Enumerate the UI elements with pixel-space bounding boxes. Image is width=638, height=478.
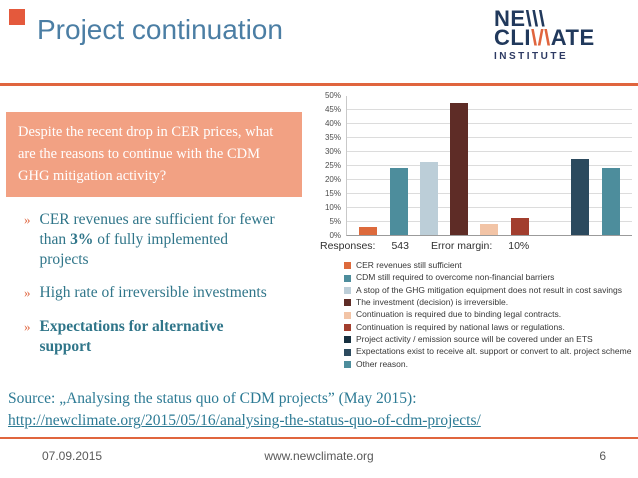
bullet-marker-icon: » xyxy=(24,212,31,227)
logo-line-2: CLI\/\ATE xyxy=(494,25,595,50)
legend-swatch-icon xyxy=(344,286,351,294)
logo-subtitle: INSTITUTE xyxy=(494,51,569,62)
source-text: Source: „Analysing the status quo of CDM… xyxy=(8,390,417,407)
legend-swatch-icon xyxy=(344,311,351,319)
y-tick-label: 35% xyxy=(324,133,341,142)
legend-item-2: CDM still required to overcome non-finan… xyxy=(344,272,632,283)
legend-label: Continuation is required by national law… xyxy=(356,321,565,332)
bullet-text: High rate of irreversible investments xyxy=(39,284,267,302)
chart-legend: CER revenues still sufficient CDM still r… xyxy=(316,260,632,369)
newclimate-logo: NE\\\ CLI\/\ATE INSTITUTE xyxy=(494,6,595,63)
footer-website: www.newclimate.org xyxy=(264,449,374,463)
legend-label: Project activity / emission source will … xyxy=(356,334,593,345)
legend-swatch-icon xyxy=(344,348,351,356)
legend-swatch-icon xyxy=(344,323,351,331)
error-margin-label: Error margin: xyxy=(430,240,493,252)
legend-label: Continuation is required due to binding … xyxy=(356,309,562,320)
legend-swatch-icon xyxy=(344,360,351,368)
bar-4 xyxy=(450,103,469,235)
legend-swatch-icon xyxy=(344,262,351,270)
bullet-item-3: » Expectations for alternative support xyxy=(24,317,294,357)
bar-6 xyxy=(510,218,529,235)
y-tick-label: 50% xyxy=(324,91,341,100)
y-tick-label: 25% xyxy=(324,161,341,170)
y-tick-label: 10% xyxy=(324,203,341,212)
accent-square xyxy=(9,9,25,25)
y-axis-labels: 0% 5% 10% 15% 20% 25% 30% 35% 40% 45% 50% xyxy=(316,92,346,240)
footer-date: 07.09.2015 xyxy=(42,449,103,463)
source-block: Source: „Analysing the status quo of CDM… xyxy=(8,388,632,433)
legend-label: A stop of the GHG mitigation equipment d… xyxy=(356,284,623,295)
legend-swatch-icon xyxy=(344,274,351,282)
plot-area xyxy=(346,96,632,236)
bar-5 xyxy=(480,223,499,235)
chart-stats: Responses: 543 Error margin: 10% xyxy=(316,240,632,252)
bar-1 xyxy=(359,226,378,235)
y-tick-label: 15% xyxy=(324,189,341,198)
bar-chart: 0% 5% 10% 15% 20% 25% 30% 35% 40% 45% 50% Response… xyxy=(316,92,632,372)
y-tick-label: 30% xyxy=(324,147,341,156)
bullet-item-1: » CER revenues are sufficient for fewer t… xyxy=(24,210,294,269)
logo-line-1: NE\\\ xyxy=(494,6,546,31)
legend-item-1: CER revenues still sufficient xyxy=(344,260,632,270)
legend-label: The investment (decision) is irreversibl… xyxy=(356,297,509,308)
top-divider xyxy=(0,83,638,86)
question-box: Despite the recent drop in CER prices, w… xyxy=(6,112,302,198)
bottom-divider xyxy=(0,437,638,439)
y-tick-label: 40% xyxy=(324,119,341,128)
bar-3 xyxy=(419,162,438,235)
bullet-marker-icon: » xyxy=(24,319,31,335)
page-title: Project continuation xyxy=(37,14,283,45)
bar-9 xyxy=(601,167,620,235)
bar-2 xyxy=(389,167,408,235)
bullet-text: Expectations for alternative support xyxy=(39,318,224,356)
page-number: 6 xyxy=(599,449,606,463)
bar-8 xyxy=(571,159,590,235)
legend-label: CDM still required to overcome non-finan… xyxy=(356,272,555,283)
responses-label: Responses: xyxy=(320,240,376,252)
error-margin-value: 10% xyxy=(508,240,530,252)
legend-item-5: Continuation is required due to binding … xyxy=(344,310,632,319)
bars-container xyxy=(347,96,632,235)
bullet-item-2: » High rate of irreversible investments xyxy=(24,283,294,303)
y-tick-label: 45% xyxy=(324,105,341,114)
legend-label: CER revenues still sufficient xyxy=(356,260,462,270)
bullet-list: » CER revenues are sufficient for fewer t… xyxy=(24,210,294,371)
legend-label: Other reason. xyxy=(356,358,408,369)
y-tick-label: 20% xyxy=(324,175,341,184)
y-tick-label: 5% xyxy=(329,217,341,226)
legend-item-7: Project activity / emission source will … xyxy=(344,334,632,345)
legend-item-6: Continuation is required by national law… xyxy=(344,321,632,332)
responses-value: 543 xyxy=(391,240,409,252)
legend-label: Expectations exist to receive alt. suppo… xyxy=(356,346,632,357)
legend-swatch-icon xyxy=(344,299,351,307)
y-tick-label: 0% xyxy=(329,231,341,240)
legend-item-8: Expectations exist to receive alt. suppo… xyxy=(344,347,632,356)
legend-item-3: A stop of the GHG mitigation equipment d… xyxy=(344,284,632,295)
bullet-text: CER revenues are sufficient for fewer th… xyxy=(39,211,275,268)
bullet-marker-icon: » xyxy=(24,285,31,301)
legend-item-9: Other reason. xyxy=(344,358,632,369)
source-link[interactable]: http://newclimate.org/2015/05/16/analysi… xyxy=(8,412,481,430)
legend-item-4: The investment (decision) is irreversibl… xyxy=(344,297,632,308)
legend-swatch-icon xyxy=(344,336,351,344)
